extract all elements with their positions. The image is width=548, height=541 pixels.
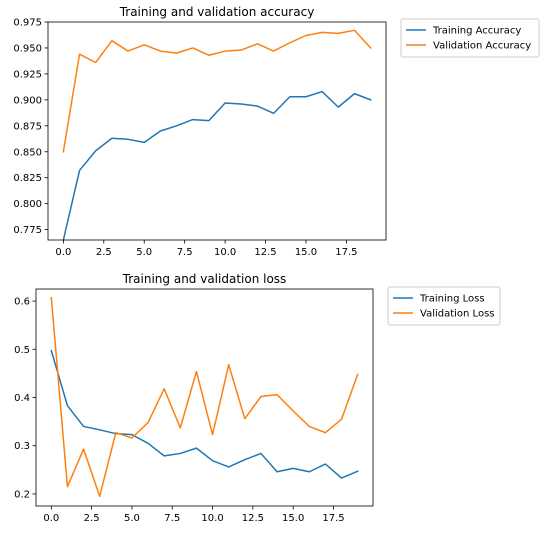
x-tick-label: 0.0 [55,247,71,258]
legend-box [400,18,540,58]
y-tick-label: 0.775 [13,225,42,236]
series-line-training-accuracy [62,90,372,241]
x-tick-label: 5.0 [136,247,152,258]
series-line-validation-accuracy [62,29,372,153]
y-tick-label: 0.4 [14,393,30,404]
y-tick-label: 0.925 [13,69,42,80]
y-tick-label: 0.2 [14,489,30,500]
legend-label: Training Accuracy [432,26,521,37]
x-tick-label: 0.0 [43,513,59,524]
legend: Training Loss Validation Loss [387,286,501,326]
legend-label: Training Loss [419,294,485,305]
chart-title: Training and validation loss [122,272,287,286]
x-tick-label: 12.5 [242,513,264,524]
y-tick-label: 0.5 [14,345,30,356]
legend-label: Validation Loss [420,309,495,320]
y-tick-label: 0.900 [13,95,42,106]
x-tick-label: 15.0 [282,513,304,524]
series-line-validation-loss [50,296,359,498]
y-tick-label: 0.825 [13,173,42,184]
y-tick-label: 0.875 [13,121,42,132]
x-tick-label: 7.5 [177,247,193,258]
y-tick-label: 0.800 [13,199,42,210]
y-tick-label: 0.850 [13,147,42,158]
series-line-training-loss [50,349,359,479]
x-tick-label: 15.0 [295,247,317,258]
chart-2: Training and validation loss 0.0 2.5 5.0 7.5… [14,272,501,524]
y-tick-label: 0.3 [14,441,30,452]
legend-box [387,286,501,326]
x-tick-label: 10.0 [201,513,223,524]
chart-title: Training and validation accuracy [119,5,315,19]
x-tick-label: 17.5 [322,513,344,524]
axes-frame [47,21,387,241]
chart-1: Training and validation accuracy 0.0 2.5 5.… [13,5,540,258]
legend: Training Accuracy Validation Accuracy [400,18,540,58]
x-tick-label: 7.5 [164,513,180,524]
x-tick-label: 17.5 [335,247,357,258]
legend-label: Validation Accuracy [433,41,531,52]
y-tick-label: 0.950 [13,43,42,54]
x-tick-label: 12.5 [254,247,276,258]
x-tick-label: 2.5 [96,247,112,258]
x-tick-label: 2.5 [84,513,100,524]
y-tick-label: 0.6 [14,297,30,308]
x-tick-label: 10.0 [214,247,236,258]
y-tick-label: 0.975 [13,18,42,29]
x-tick-label: 5.0 [124,513,140,524]
